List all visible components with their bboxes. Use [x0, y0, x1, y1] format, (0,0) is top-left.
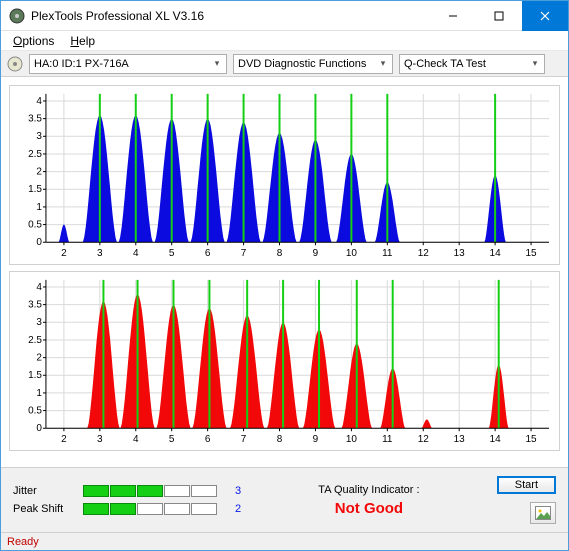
- menu-help[interactable]: Help: [62, 32, 103, 50]
- bar-segment: [137, 503, 163, 515]
- chevron-down-icon: ▾: [376, 58, 390, 69]
- bar-segment: [164, 485, 190, 497]
- svg-text:1.5: 1.5: [28, 184, 42, 195]
- svg-text:3: 3: [36, 131, 42, 142]
- peakshift-bars: [83, 503, 217, 515]
- svg-text:0.5: 0.5: [28, 406, 42, 417]
- bar-segment: [83, 485, 109, 497]
- svg-text:12: 12: [418, 434, 430, 445]
- svg-text:11: 11: [382, 434, 393, 445]
- jitter-bars: [83, 485, 217, 497]
- svg-text:4: 4: [133, 248, 139, 259]
- metrics: Jitter 3 Peak Shift 2: [13, 485, 241, 515]
- svg-text:8: 8: [277, 248, 283, 259]
- svg-text:3: 3: [97, 248, 103, 259]
- svg-text:10: 10: [346, 248, 358, 259]
- picture-icon: [535, 506, 551, 520]
- svg-text:9: 9: [313, 248, 319, 259]
- svg-text:3: 3: [97, 434, 103, 445]
- svg-text:5: 5: [169, 248, 175, 259]
- svg-text:2: 2: [36, 167, 42, 178]
- svg-text:11: 11: [382, 248, 393, 259]
- statusbar: Ready: [1, 532, 568, 550]
- bar-segment: [164, 503, 190, 515]
- close-button[interactable]: [522, 1, 568, 31]
- toolbar: HA:0 ID:1 PX-716A▾ DVD Diagnostic Functi…: [1, 51, 568, 77]
- svg-text:3.5: 3.5: [28, 300, 42, 311]
- svg-text:5: 5: [169, 434, 175, 445]
- status-text: Ready: [7, 536, 39, 548]
- svg-text:2.5: 2.5: [28, 335, 42, 346]
- svg-text:6: 6: [205, 248, 211, 259]
- chevron-down-icon: ▾: [210, 58, 224, 69]
- app-icon: [9, 8, 25, 24]
- bar-segment: [191, 503, 217, 515]
- svg-text:1: 1: [36, 388, 42, 399]
- window-title: PlexTools Professional XL V3.16: [31, 9, 430, 23]
- jitter-label: Jitter: [13, 485, 73, 497]
- svg-text:2: 2: [61, 248, 67, 259]
- svg-text:3.5: 3.5: [28, 114, 42, 125]
- minimize-button[interactable]: [430, 1, 476, 31]
- chart-area: 00.511.522.533.5423456789101112131415 00…: [1, 77, 568, 467]
- svg-text:14: 14: [490, 434, 502, 445]
- svg-text:12: 12: [418, 248, 430, 259]
- bar-segment: [110, 503, 136, 515]
- start-button[interactable]: Start: [497, 476, 556, 494]
- svg-text:2: 2: [61, 434, 67, 445]
- svg-text:4: 4: [133, 434, 139, 445]
- svg-text:13: 13: [454, 248, 466, 259]
- svg-text:0.5: 0.5: [28, 220, 42, 231]
- test-select[interactable]: Q-Check TA Test▾: [399, 54, 545, 74]
- svg-text:7: 7: [241, 248, 247, 259]
- svg-text:9: 9: [313, 434, 319, 445]
- menubar: Options Help: [1, 31, 568, 51]
- chart-top: 0 0.5 1 1.5 2 2.5 3 3.5 4 2 3 4 5 6 7 8 9 10 11 12 13 14 15: [9, 85, 560, 265]
- menu-options[interactable]: Options: [5, 32, 62, 50]
- titlebar: PlexTools Professional XL V3.16: [1, 1, 568, 31]
- drive-select[interactable]: HA:0 ID:1 PX-716A▾: [29, 54, 227, 74]
- svg-text:3: 3: [36, 317, 42, 328]
- bar-segment: [110, 485, 136, 497]
- svg-text:0: 0: [36, 423, 42, 434]
- svg-text:2.5: 2.5: [28, 149, 42, 160]
- svg-text:8: 8: [277, 434, 283, 445]
- svg-text:4: 4: [36, 282, 42, 293]
- quality-indicator: TA Quality Indicator : Not Good: [241, 484, 497, 517]
- bar-segment: [191, 485, 217, 497]
- quality-label: TA Quality Indicator :: [241, 484, 497, 496]
- svg-text:1: 1: [36, 202, 42, 213]
- svg-text:1.5: 1.5: [28, 370, 42, 381]
- drive-icon: [7, 56, 23, 72]
- save-image-button[interactable]: [530, 502, 556, 524]
- peakshift-label: Peak Shift: [13, 503, 73, 515]
- peakshift-row: Peak Shift 2: [13, 503, 241, 515]
- quality-value: Not Good: [241, 500, 497, 517]
- svg-text:15: 15: [526, 434, 538, 445]
- chevron-down-icon: ▾: [528, 58, 542, 69]
- diagnostic-select[interactable]: DVD Diagnostic Functions▾: [233, 54, 393, 74]
- bar-segment: [137, 485, 163, 497]
- svg-text:0: 0: [36, 237, 42, 248]
- action-buttons: Start: [497, 476, 556, 524]
- svg-text:14: 14: [490, 248, 502, 259]
- svg-text:7: 7: [241, 434, 247, 445]
- jitter-row: Jitter 3: [13, 485, 241, 497]
- svg-text:13: 13: [454, 434, 466, 445]
- chart-bottom: 0 0.5 1 1.5 2 2.5 3 3.5 4 2 3 4 5 6 7 8 9 10 11 12 13 14 15: [9, 271, 560, 451]
- bar-segment: [83, 503, 109, 515]
- maximize-button[interactable]: [476, 1, 522, 31]
- svg-text:10: 10: [346, 434, 358, 445]
- svg-text:15: 15: [526, 248, 538, 259]
- svg-text:6: 6: [205, 434, 211, 445]
- svg-text:2: 2: [36, 353, 42, 364]
- bottom-panel: Jitter 3 Peak Shift 2 TA Quality Indicat…: [1, 467, 568, 532]
- svg-text:4: 4: [36, 96, 42, 107]
